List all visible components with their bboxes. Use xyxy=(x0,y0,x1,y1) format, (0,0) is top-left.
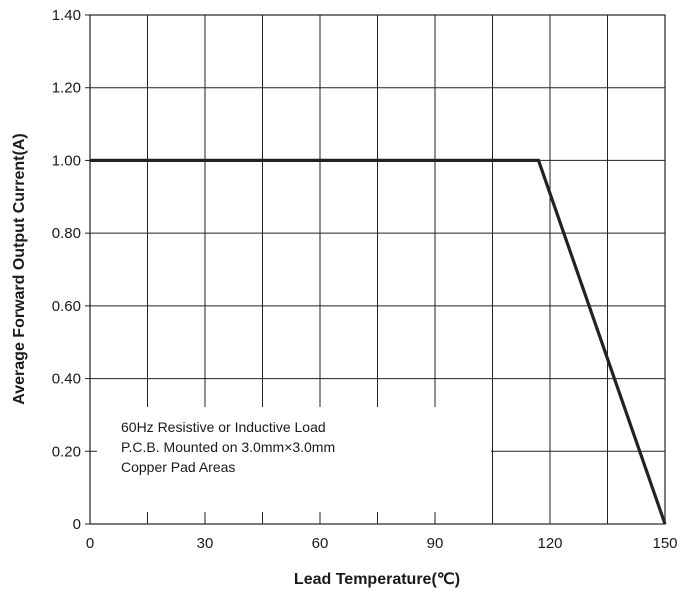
annotation-box xyxy=(97,407,491,523)
y-tick-label: 0 xyxy=(73,516,81,533)
y-tick-label: 0.40 xyxy=(52,371,81,388)
y-tick-label: 1.40 xyxy=(52,7,81,24)
y-tick-label: 1.00 xyxy=(52,152,81,169)
y-tick-label: 0.20 xyxy=(52,443,81,460)
annotation-line-2: P.C.B. Mounted on 3.0mm×3.0mm xyxy=(121,439,335,455)
x-tick-label: 120 xyxy=(537,535,562,552)
y-tick-label: 0.80 xyxy=(52,225,81,242)
x-tick-label: 0 xyxy=(86,535,94,552)
derating-curve xyxy=(90,158,667,525)
x-tick-label: 30 xyxy=(197,535,214,552)
annotation-line-3: Copper Pad Areas xyxy=(121,459,235,475)
y-tick-label: 1.20 xyxy=(52,80,81,97)
y-tick-label: 0.60 xyxy=(52,298,81,315)
annotation-line-1: 60Hz Resistive or Inductive Load xyxy=(121,419,326,435)
y-tick-labels: 0 0.20 0.40 0.60 0.80 1.00 1.20 1.40 xyxy=(52,7,81,533)
x-tick-label: 90 xyxy=(427,535,444,552)
x-tick-labels: 0 30 60 90 120 150 xyxy=(86,535,678,552)
plot-frame xyxy=(85,14,666,525)
series-layer xyxy=(90,158,667,525)
x-tick-label: 150 xyxy=(652,535,677,552)
x-axis-title: Lead Temperature(℃) xyxy=(294,571,460,588)
y-axis-title: Average Forward Output Current(A) xyxy=(11,133,28,404)
x-tick-label: 60 xyxy=(312,535,329,552)
